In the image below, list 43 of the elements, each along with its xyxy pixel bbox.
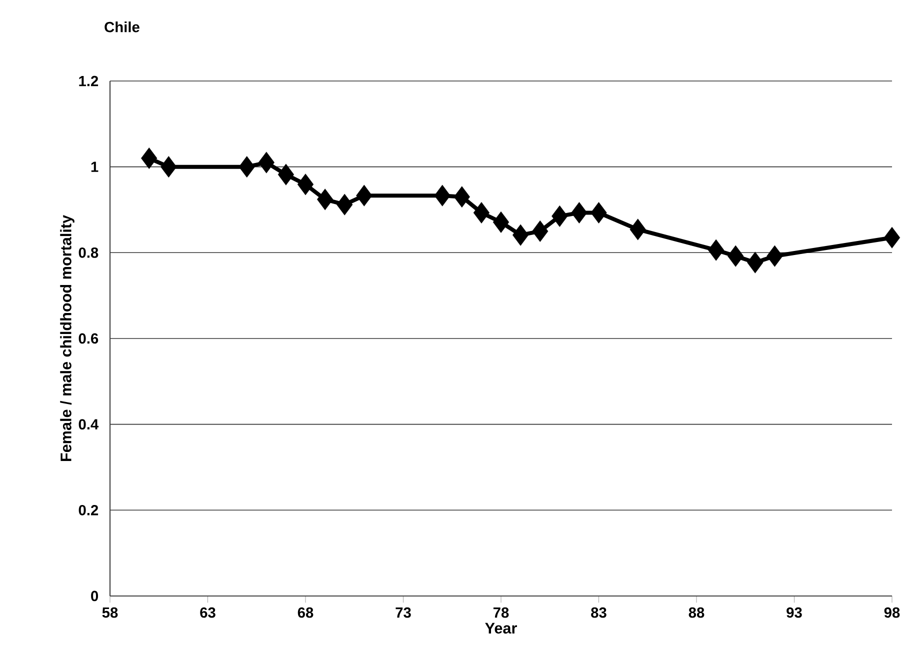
x-tick-label: 88 <box>688 607 704 618</box>
point <box>492 211 510 233</box>
point <box>571 202 588 224</box>
x-axis-title: Year <box>485 622 517 634</box>
point <box>473 202 490 224</box>
point <box>258 152 274 174</box>
y-axis-title: Female / male childhood mortality <box>60 215 74 462</box>
point <box>278 164 294 186</box>
point <box>708 239 724 261</box>
y-tick-label: 0.2 <box>78 504 98 516</box>
x-tick-label: 68 <box>298 607 314 618</box>
point <box>630 218 646 240</box>
x-tick-label: 63 <box>200 607 216 618</box>
x-tick-label: 98 <box>884 607 900 618</box>
chart-title: Chile <box>104 22 140 32</box>
y-tick-label: 1.2 <box>79 76 98 86</box>
point <box>552 205 568 227</box>
y-tick-label: 1 <box>91 162 98 172</box>
y-tick-label: 0.6 <box>78 333 98 344</box>
point <box>297 174 314 196</box>
point <box>141 147 158 169</box>
point <box>884 226 900 248</box>
x-tick-label: 78 <box>493 607 509 618</box>
x-tick-label: 83 <box>591 607 606 618</box>
y-tick-label: 0 <box>91 590 98 602</box>
point <box>316 188 334 210</box>
point <box>532 220 548 242</box>
x-tick-label: 93 <box>786 607 802 618</box>
point <box>728 245 744 267</box>
y-tick-label: 0.8 <box>78 247 98 258</box>
point <box>512 224 529 246</box>
y-tick-label: 0.4 <box>78 419 99 430</box>
point <box>766 245 783 267</box>
point <box>160 156 177 178</box>
point <box>356 184 372 206</box>
point <box>336 194 353 216</box>
point <box>454 186 470 208</box>
point <box>434 184 450 206</box>
point <box>590 202 607 224</box>
point <box>747 252 764 274</box>
x-tick-label: 58 <box>102 607 118 618</box>
x-tick-label: 73 <box>396 607 411 618</box>
point <box>238 156 255 178</box>
